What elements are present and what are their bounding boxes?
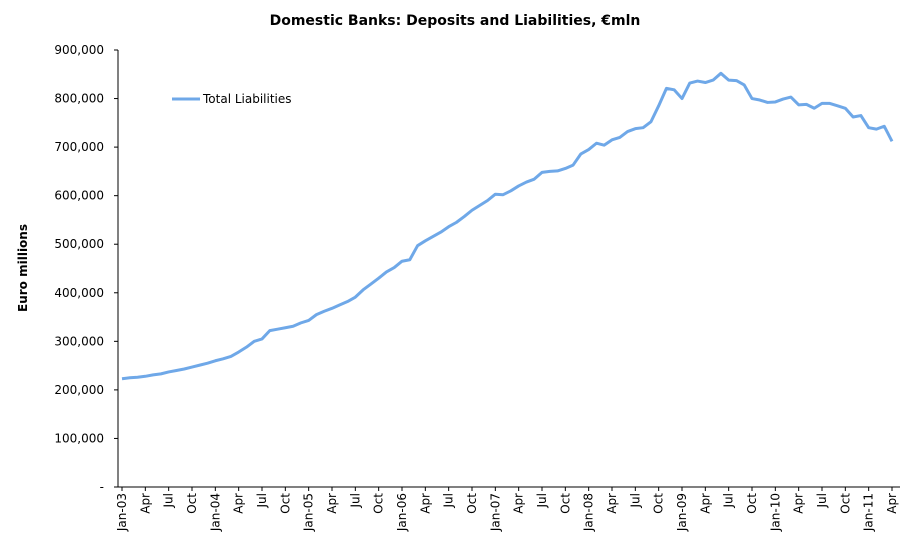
y-tick-label: 200,000 <box>54 383 104 397</box>
x-tick-label: Apr <box>885 493 899 514</box>
x-tick-label: Apr <box>418 493 432 514</box>
x-tick-label: Jan-10 <box>768 493 782 532</box>
x-tick-label: Jan-04 <box>208 493 222 532</box>
y-tick-label: 500,000 <box>54 237 104 251</box>
x-tick-label: Oct <box>372 493 386 514</box>
x-tick-label: Jan-11 <box>862 493 876 532</box>
chart-title: Domestic Banks: Deposits and Liabilities… <box>270 13 641 29</box>
y-tick-label: 300,000 <box>54 334 104 348</box>
legend-label: Total Liabilities <box>202 92 292 106</box>
x-tick-label: Apr <box>605 493 619 514</box>
x-tick-label: Apr <box>792 493 806 514</box>
x-tick-label: Jan-09 <box>675 493 689 532</box>
x-tick-label: Jul <box>442 493 456 508</box>
x-tick-label: Jan-03 <box>115 493 129 532</box>
x-tick-label: Apr <box>325 493 339 514</box>
x-tick-label: Oct <box>745 493 759 514</box>
y-tick-label: 400,000 <box>54 286 104 300</box>
line-series <box>121 71 894 381</box>
x-tick-label: Oct <box>558 493 572 514</box>
x-tick-label: Apr <box>232 493 246 514</box>
x-tick-label: Jan-05 <box>302 493 316 532</box>
x-tick-label: Jul <box>628 493 642 508</box>
x-tick-label: Oct <box>278 493 292 514</box>
x-tick-label: Apr <box>138 493 152 514</box>
y-tick-label: 100,000 <box>54 431 104 445</box>
x-tick-label: Jul <box>815 493 829 508</box>
y-tick-label: - <box>100 480 104 494</box>
x-tick-label: Oct <box>185 493 199 514</box>
x-tick-label: Jan-08 <box>582 493 596 532</box>
y-tick-label: 800,000 <box>54 92 104 106</box>
x-tick-label: Oct <box>465 493 479 514</box>
x-tick-label: Oct <box>838 493 852 514</box>
x-tick-label: Jul <box>348 493 362 508</box>
y-axis-title: Euro millions <box>16 224 30 312</box>
y-tick-label: 700,000 <box>54 140 104 154</box>
x-tick-label: Jul <box>535 493 549 508</box>
x-tick-label: Apr <box>512 493 526 514</box>
x-tick-label: Jul <box>722 493 736 508</box>
x-tick-label: Apr <box>698 493 712 514</box>
x-tick-label: Jul <box>162 493 176 508</box>
x-tick-label: Oct <box>652 493 666 514</box>
y-tick-label: 600,000 <box>54 189 104 203</box>
x-tick-label: Jul <box>255 493 269 508</box>
y-tick-label: 900,000 <box>54 43 104 57</box>
x-tick-label: Jan-07 <box>488 493 502 532</box>
x-tick-label: Jan-06 <box>395 493 409 532</box>
